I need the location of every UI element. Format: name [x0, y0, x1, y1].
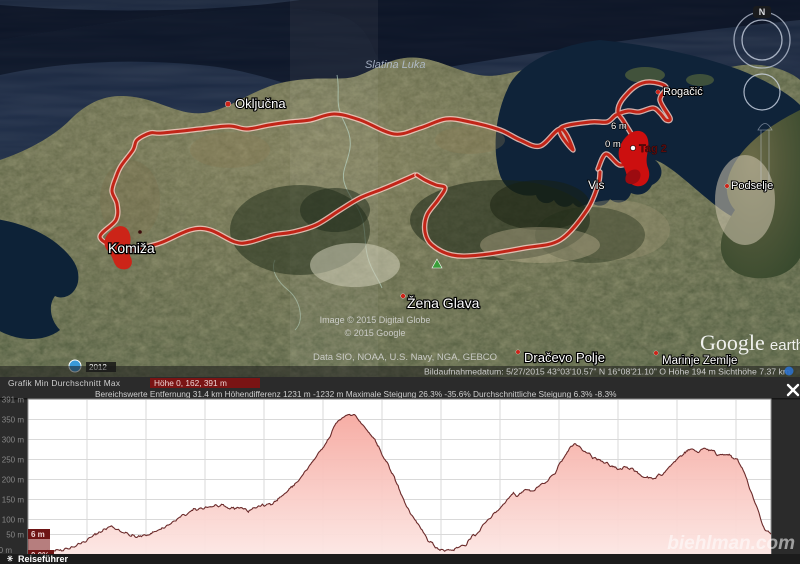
svg-text:Dračevo Polje: Dračevo Polje — [524, 350, 605, 365]
svg-text:Oključna: Oključna — [235, 96, 286, 111]
svg-text:6 m: 6 m — [611, 121, 627, 132]
svg-text:Slatina Luka: Slatina Luka — [365, 59, 426, 71]
svg-text:Grafik Min Durchschnitt: Grafik Min Durchschnitt Max — [8, 378, 121, 388]
svg-text:Bereichswerte Entfernung 31: Bereichswerte Entfernung 31.4 km Höhendi… — [95, 389, 617, 399]
svg-text:Podselje: Podselje — [731, 180, 773, 192]
svg-text:biehlman.com: biehlman.com — [667, 533, 795, 554]
svg-text:Komiža: Komiža — [108, 240, 155, 256]
svg-text:Höhe 0, 162, 391 m: Höhe 0, 162, 391 m — [154, 378, 227, 388]
svg-text:Data SIO, NOAA, U.S. Navy, NGA: Data SIO, NOAA, U.S. Navy, NGA, GEBCO — [313, 352, 497, 363]
svg-text:50 m: 50 m — [6, 531, 24, 540]
svg-text:100 m: 100 m — [2, 516, 25, 525]
svg-text:150 m: 150 m — [2, 496, 25, 505]
svg-text:0 m: 0 m — [605, 139, 621, 150]
svg-text:Vis: Vis — [588, 178, 604, 192]
svg-text:6 m: 6 m — [31, 530, 45, 539]
svg-text:0 m: 0 m — [0, 546, 12, 555]
svg-text:Image © 2015 Digital Globe: Image © 2015 Digital Globe — [320, 315, 431, 325]
svg-text:Tag 2: Tag 2 — [639, 143, 667, 155]
svg-text:N: N — [759, 7, 766, 17]
svg-text:Marinje Zemlje: Marinje Zemlje — [662, 355, 737, 367]
svg-text:300 m: 300 m — [2, 436, 25, 445]
svg-text:Reiseführer: Reiseführer — [18, 554, 69, 564]
svg-text:Bildaufnahmedatum: 5/27/2015: Bildaufnahmedatum: 5/27/2015 43°03'10.57… — [424, 367, 790, 377]
svg-text:© 2015 Google: © 2015 Google — [345, 328, 406, 338]
svg-text:350 m: 350 m — [2, 416, 25, 425]
svg-text:391 m: 391 m — [2, 396, 25, 405]
svg-text:250 m: 250 m — [2, 456, 25, 465]
svg-text:Rogačić: Rogačić — [663, 86, 703, 98]
svg-text:200 m: 200 m — [2, 476, 25, 485]
svg-text:Žena Glava: Žena Glava — [407, 295, 480, 311]
